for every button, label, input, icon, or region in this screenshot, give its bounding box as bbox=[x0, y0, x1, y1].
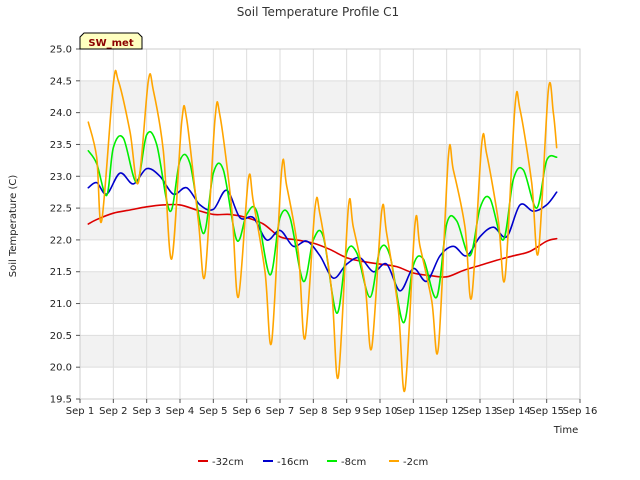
y-tick-label: 21.0 bbox=[50, 299, 72, 310]
x-tick-label: Sep 4 bbox=[166, 406, 194, 417]
y-tick-label: 25.0 bbox=[50, 45, 72, 56]
y-tick-label: 22.5 bbox=[50, 204, 72, 215]
y-tick-label: 20.0 bbox=[50, 363, 72, 374]
x-tick-label: Sep 1 bbox=[66, 406, 94, 417]
x-tick-label: Sep 13 bbox=[463, 406, 498, 417]
legend-label: -32cm bbox=[212, 457, 244, 468]
plot-band bbox=[80, 112, 580, 145]
legend-label: -2cm bbox=[403, 457, 428, 468]
x-tick-label: Sep 3 bbox=[132, 406, 160, 417]
x-tick-label: Sep 15 bbox=[529, 406, 564, 417]
x-tick-label: Sep 11 bbox=[396, 406, 431, 417]
y-axis-title: Soil Temperature (C) bbox=[8, 175, 19, 278]
plot-band bbox=[80, 176, 580, 209]
series-line-2cmcm-neg bbox=[87, 69, 558, 393]
y-tick-label: 19.5 bbox=[50, 395, 72, 406]
x-axis-ticks: Sep 1 Sep 2 Sep 3 Sep 4 Sep 5 Sep 6 Sep 7 Sep 8… bbox=[66, 399, 598, 417]
x-tick-label: Sep 9 bbox=[332, 406, 360, 417]
series-line-32cmcm-neg bbox=[87, 203, 558, 278]
legend-label: -8cm bbox=[341, 457, 366, 468]
x-tick-label: Sep 2 bbox=[99, 406, 127, 417]
legend-label: -16cm bbox=[277, 457, 309, 468]
y-tick-label: 23.5 bbox=[50, 140, 72, 151]
x-tick-label: Sep 6 bbox=[232, 406, 260, 417]
y-tick-label: 24.0 bbox=[50, 108, 72, 119]
y-tick-label: 23.0 bbox=[50, 172, 72, 183]
y-tick-label: 24.5 bbox=[50, 76, 72, 87]
series-line-16cmcm-neg bbox=[87, 167, 558, 292]
plot-band bbox=[80, 367, 580, 399]
x-tick-label: Sep 8 bbox=[299, 406, 327, 417]
plot-frame bbox=[79, 48, 581, 400]
y-tick-label: 22.0 bbox=[50, 235, 72, 246]
plot-band bbox=[80, 49, 580, 81]
sw-met-badge: SW_met bbox=[79, 32, 143, 50]
y-axis-ticks: 19.5 20.0 20.5 21.0 21.5 22.0 22.5 23.0 23.5 24.0… bbox=[50, 45, 80, 406]
chart-title: Soil Temperature Profile C1 bbox=[237, 5, 399, 19]
plot-band bbox=[80, 80, 580, 113]
plot-band bbox=[80, 303, 580, 336]
plot-band bbox=[80, 239, 580, 272]
x-tick-label: Sep 16 bbox=[563, 406, 598, 417]
badge-shape bbox=[79, 32, 143, 50]
x-tick-label: Sep 10 bbox=[363, 406, 398, 417]
plot-band bbox=[80, 335, 580, 368]
x-tick-label: Sep 7 bbox=[266, 406, 294, 417]
y-tick-label: 20.5 bbox=[50, 331, 72, 342]
series-layer bbox=[87, 69, 558, 393]
x-tick-label: Sep 5 bbox=[199, 406, 227, 417]
x-tick-label: Sep 14 bbox=[496, 406, 531, 417]
badge-label: SW_met bbox=[88, 38, 133, 49]
x-tick-label: Sep 12 bbox=[429, 406, 464, 417]
y-tick-label: 21.5 bbox=[50, 267, 72, 278]
x-axis-title: Time bbox=[553, 425, 578, 436]
legend: -32cm -16cm -8cm -2cm bbox=[198, 457, 428, 468]
